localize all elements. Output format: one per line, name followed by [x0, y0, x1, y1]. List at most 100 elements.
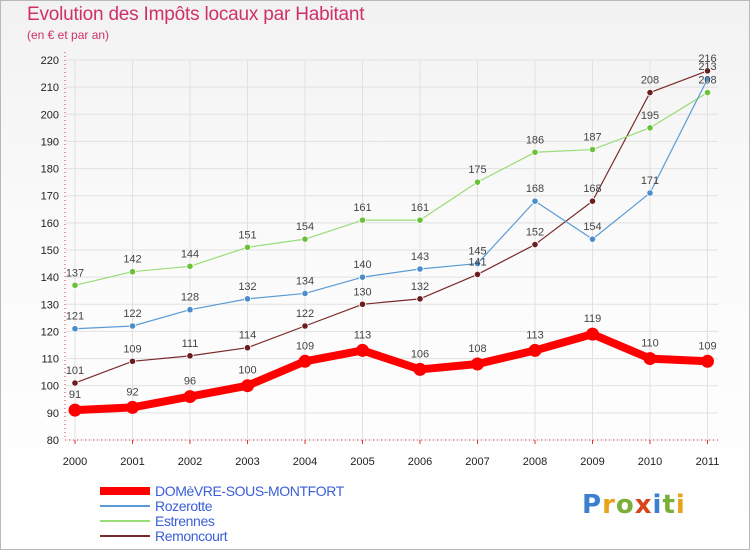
data-label-2: 142 — [123, 254, 141, 266]
x-tick-label: 2010 — [638, 456, 662, 468]
data-label-3: 122 — [296, 308, 314, 320]
data-point-1 — [703, 75, 712, 83]
data-point-3 — [646, 88, 654, 97]
data-point-3 — [703, 67, 712, 75]
data-label-0: 106 — [411, 348, 429, 360]
data-label-0: 110 — [641, 338, 659, 350]
x-tick-label: 2007 — [465, 456, 489, 468]
series-line-2 — [74, 91, 709, 286]
data-label-1: 121 — [66, 311, 84, 323]
chart-grid — [65, 59, 718, 441]
data-point-1 — [588, 235, 597, 243]
data-point-0 — [413, 362, 427, 376]
data-point-0 — [68, 403, 82, 417]
data-point-2 — [588, 145, 597, 154]
data-label-0: 109 — [698, 340, 716, 352]
x-tick-label: 2008 — [523, 456, 547, 468]
data-point-3 — [531, 240, 539, 249]
y-tick-label: 170 — [41, 191, 59, 203]
data-label-1: 168 — [526, 183, 544, 195]
proxiti-logo: Proxiti — [582, 490, 686, 520]
data-label-2: 187 — [583, 132, 601, 144]
data-point-3 — [473, 270, 482, 279]
data-label-0: 100 — [238, 365, 256, 377]
data-point-2 — [358, 216, 367, 224]
data-point-1 — [531, 197, 539, 205]
x-tick-label: 2003 — [235, 456, 259, 468]
data-label-3: 111 — [182, 338, 199, 350]
data-point-0 — [528, 343, 542, 357]
y-tick-label: 180 — [41, 164, 59, 176]
data-point-1 — [301, 289, 309, 298]
data-label-3: 109 — [123, 343, 141, 355]
data-point-0 — [356, 343, 369, 357]
data-point-3 — [71, 379, 79, 387]
data-label-0: 119 — [584, 313, 602, 325]
y-tick-label: 220 — [41, 55, 59, 67]
data-point-1 — [416, 265, 424, 273]
data-point-3 — [128, 357, 137, 365]
y-tick-label: 100 — [41, 381, 59, 393]
y-tick-label: 120 — [41, 326, 59, 338]
data-label-2: 144 — [181, 248, 199, 260]
data-point-0 — [298, 354, 312, 368]
x-tick-label: 2006 — [408, 456, 432, 468]
data-point-2 — [128, 268, 137, 276]
data-label-3: 168 — [583, 183, 601, 195]
series-line-3 — [74, 70, 709, 384]
data-label-2: 186 — [526, 134, 544, 146]
data-label-3: 208 — [641, 75, 659, 87]
data-point-2 — [71, 281, 79, 289]
data-label-3: 101 — [66, 365, 84, 377]
data-label-3: 114 — [239, 330, 257, 342]
data-label-0: 113 — [354, 329, 372, 341]
data-point-1 — [243, 295, 252, 303]
data-point-0 — [183, 390, 197, 404]
legend-swatch-remoncourt — [100, 535, 150, 537]
data-label-1: 122 — [123, 308, 141, 320]
x-tick-label: 2000 — [63, 456, 87, 468]
legend-label-remoncourt: Remoncourt — [155, 528, 228, 544]
y-tick-label: 110 — [41, 354, 59, 366]
data-point-3 — [358, 300, 367, 308]
data-label-1: 143 — [411, 251, 429, 263]
data-point-2 — [473, 178, 482, 186]
data-point-1 — [186, 306, 194, 314]
data-label-2: 208 — [698, 75, 716, 87]
y-tick-label: 160 — [41, 218, 59, 230]
data-point-3 — [416, 295, 424, 303]
data-label-0: 92 — [126, 386, 138, 398]
y-tick-label: 210 — [41, 82, 59, 94]
data-label-0: 91 — [69, 389, 81, 401]
data-label-0: 109 — [296, 340, 314, 352]
y-tick-label: 130 — [41, 299, 59, 311]
data-point-0 — [701, 354, 714, 368]
series-line-1 — [74, 78, 709, 330]
legend-label-domevre: DOMèVRE-SOUS-MONTFORT — [155, 483, 344, 499]
x-tick-label: 2004 — [293, 456, 317, 468]
legend-label-estrennes: Estrennes — [155, 513, 215, 529]
data-point-1 — [71, 325, 79, 333]
data-label-2: 161 — [411, 202, 429, 214]
legend-swatch-rozerotte — [100, 505, 150, 507]
y-tick-label: 150 — [41, 245, 59, 257]
data-label-1: 140 — [353, 259, 371, 271]
data-label-2: 151 — [238, 229, 256, 241]
x-tick-label: 2011 — [696, 456, 720, 468]
data-point-2 — [646, 124, 654, 132]
chart-series — [68, 67, 714, 417]
x-tick-label: 2005 — [350, 456, 374, 468]
y-tick-label: 140 — [41, 272, 59, 284]
data-label-3: 141 — [468, 256, 486, 268]
data-point-2 — [416, 216, 424, 224]
data-point-2 — [243, 243, 252, 251]
data-point-0 — [643, 352, 657, 366]
data-label-0: 108 — [468, 343, 486, 355]
data-label-1: 154 — [583, 221, 601, 233]
data-label-3: 132 — [411, 281, 429, 293]
data-label-0: 96 — [184, 376, 196, 388]
chart-data-labels: 101 109 111 114 122 130 132 141 152 168 208 216 137 1… — [66, 53, 717, 401]
data-point-1 — [128, 322, 137, 330]
data-label-2: 161 — [353, 202, 371, 214]
